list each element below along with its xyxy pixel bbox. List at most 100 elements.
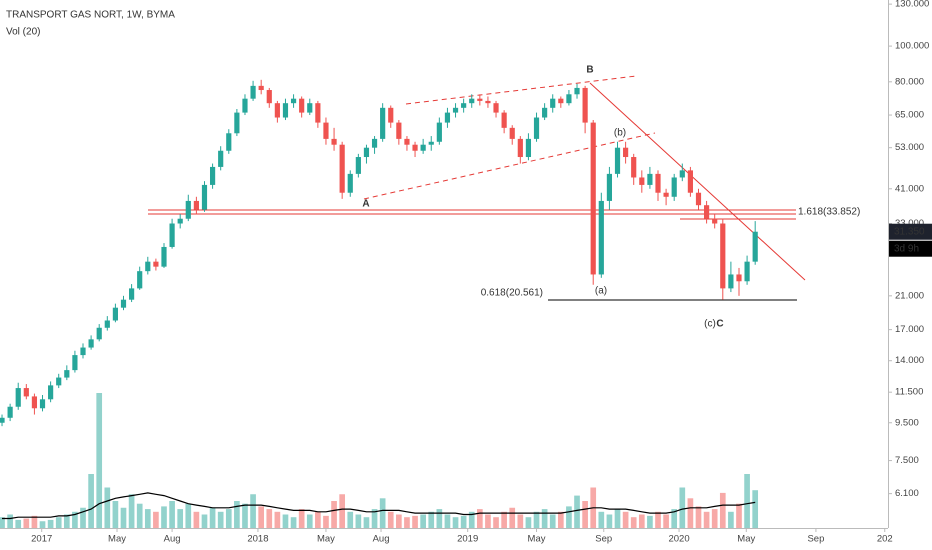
x-tick-label: 202	[877, 534, 893, 545]
volume-bar	[298, 509, 305, 528]
candle-body	[671, 177, 677, 197]
volume-bar	[598, 511, 605, 528]
candle-body	[720, 223, 726, 289]
volume-bar	[217, 511, 224, 528]
y-tick-label: 6.100	[895, 488, 919, 499]
candle-body	[647, 173, 653, 185]
candle-body	[201, 184, 208, 210]
candle-body	[550, 98, 556, 108]
volume-bar	[266, 509, 273, 528]
volume-bar	[363, 517, 370, 528]
volume-bar	[347, 511, 354, 528]
candle-body	[0, 417, 5, 423]
volume-bar	[23, 518, 30, 528]
candle-body	[355, 157, 361, 174]
x-tick-label: 2018	[247, 534, 268, 545]
candle-body	[39, 399, 46, 409]
volume-bar	[39, 521, 46, 528]
candle-body	[363, 147, 370, 158]
x-tick-label: 2020	[668, 534, 689, 545]
candle-body	[209, 166, 216, 185]
y-tick-label: 7.500	[895, 455, 919, 466]
volume-bar	[47, 519, 54, 528]
y-tick-label: 130.000	[895, 0, 929, 10]
candle-body	[258, 85, 264, 91]
y-tick-label: 100.000	[895, 41, 929, 52]
annotation: C	[716, 319, 723, 330]
candle-body	[485, 100, 491, 104]
volume-bar	[736, 503, 742, 528]
volume-bar	[355, 514, 362, 528]
y-tick-label: 53.000	[895, 142, 924, 153]
channel-top	[405, 75, 637, 105]
candle-body	[695, 192, 702, 206]
volume-bar	[647, 515, 653, 528]
volume-bar	[339, 494, 345, 528]
volume-bar	[687, 498, 694, 528]
candle-body	[96, 327, 102, 340]
volume-bar	[752, 490, 759, 528]
volume-bar	[120, 507, 127, 528]
volume-bar	[517, 514, 524, 528]
countdown-label: 3d 9h	[894, 243, 919, 254]
volume-bar	[533, 511, 540, 528]
volume-bar	[15, 519, 22, 528]
candle-body	[461, 103, 467, 108]
volume-bar	[622, 511, 629, 528]
volume-bar	[136, 503, 143, 528]
volume-bar	[404, 517, 410, 528]
volume-bar	[72, 511, 78, 528]
candle-body	[274, 103, 280, 118]
volume-bar	[719, 492, 726, 528]
volume-bar	[744, 474, 750, 528]
candle-body	[347, 173, 353, 193]
volume-bar	[574, 495, 580, 528]
candle-body	[15, 388, 21, 407]
x-tick-label: May	[108, 534, 126, 545]
candle-body	[339, 144, 345, 193]
countdown-box	[889, 240, 932, 257]
candle-body	[64, 370, 70, 378]
candle-body	[396, 122, 402, 139]
annotation: 0.618(20.561)	[481, 288, 543, 299]
candle-body	[566, 94, 572, 104]
volume-bar	[695, 506, 702, 528]
volume-bars	[0, 393, 759, 528]
volume-bar	[209, 507, 216, 528]
volume-bar	[412, 515, 418, 528]
candle-body	[655, 173, 661, 193]
y-tick-label: 14.000	[895, 355, 924, 366]
candle-body	[331, 138, 337, 145]
volume-bar	[323, 515, 329, 528]
y-tick-label: 80.000	[895, 76, 924, 87]
candle-body	[120, 299, 127, 308]
candle-body	[444, 112, 451, 123]
candle-body	[452, 107, 459, 113]
volume-bar	[282, 514, 289, 528]
volume-bar	[0, 517, 5, 528]
volume-bar	[436, 509, 443, 528]
candle-body	[307, 103, 313, 113]
volume-bar	[728, 511, 734, 528]
volume-bar	[242, 503, 248, 528]
candle-body	[582, 87, 588, 123]
volume-bar	[7, 514, 13, 528]
y-tick-label: 11.500	[895, 387, 923, 398]
volume-bar	[379, 498, 386, 528]
candle-body	[436, 122, 442, 142]
candle-body	[104, 320, 110, 328]
candle-body	[606, 173, 613, 201]
volume-bar	[250, 494, 256, 528]
candle-body	[161, 246, 167, 267]
candle-body	[623, 147, 629, 158]
volume-bar	[201, 514, 208, 528]
candle-body	[574, 87, 580, 95]
volume-bar	[331, 501, 337, 528]
candle-body	[533, 117, 540, 139]
volume-bar	[185, 503, 192, 528]
volume-bar	[96, 393, 103, 528]
candle-body	[509, 127, 515, 139]
candle-body	[501, 112, 507, 128]
volume-bar	[161, 506, 167, 528]
